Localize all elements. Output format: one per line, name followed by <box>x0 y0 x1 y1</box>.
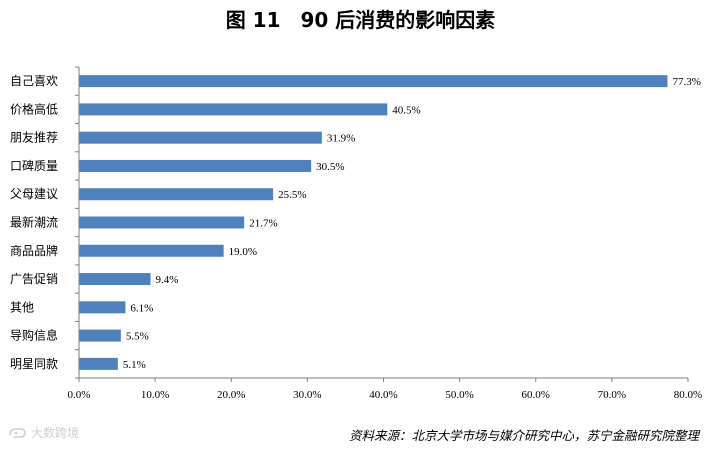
category-label: 价格高低 <box>10 101 58 116</box>
x-tick-label: 60.0% <box>522 389 550 401</box>
category-label: 自己喜欢 <box>10 73 58 88</box>
bars-group <box>79 75 668 370</box>
category-labels-group: 自己喜欢价格高低朋友推荐口碑质量父母建议最新潮流商品品牌广告促销其他导购信息明星… <box>10 73 58 371</box>
data-label: 6.1% <box>130 302 153 314</box>
data-label: 9.4% <box>156 274 179 286</box>
x-tick-label: 50.0% <box>445 389 473 401</box>
category-label: 商品品牌 <box>10 243 58 258</box>
data-label: 25.5% <box>278 189 306 201</box>
category-label: 最新潮流 <box>10 215 58 230</box>
bar <box>79 301 126 314</box>
x-tick-label: 70.0% <box>598 389 626 401</box>
watermark-text: 大数跨境 <box>31 426 80 440</box>
bar <box>79 131 322 144</box>
x-tick-label: 0.0% <box>68 389 91 401</box>
bar <box>79 357 118 370</box>
category-label: 明星同款 <box>10 357 58 371</box>
bar <box>79 329 121 342</box>
bar <box>79 159 312 172</box>
category-label: 导购信息 <box>10 328 58 343</box>
data-label: 40.5% <box>392 104 420 116</box>
data-label: 30.5% <box>316 161 344 173</box>
bar <box>79 273 151 286</box>
chart-title: 图 11 90 后消费的影响因素 <box>225 8 496 32</box>
data-label: 5.5% <box>126 331 149 343</box>
data-label: 77.3% <box>672 76 700 88</box>
source-note: 资料来源：北京大学市场与媒介研究中心，苏宁金融研究院整理 <box>348 428 699 443</box>
x-tick-label: 40.0% <box>369 389 397 401</box>
x-tick-label: 20.0% <box>217 389 245 401</box>
data-label: 5.1% <box>123 359 146 371</box>
data-label: 31.9% <box>327 133 355 145</box>
x-tick-label: 30.0% <box>293 389 321 401</box>
bar <box>79 244 224 257</box>
data-label: 19.0% <box>229 246 257 258</box>
category-label: 其他 <box>10 300 34 314</box>
bar <box>79 188 274 201</box>
category-label: 父母建议 <box>10 187 58 201</box>
watermark: 大数跨境 <box>8 424 79 441</box>
category-label: 口碑质量 <box>10 158 58 173</box>
watermark-logo-icon <box>9 427 26 438</box>
bar <box>79 216 245 229</box>
category-label: 广告促销 <box>10 272 58 286</box>
data-label: 21.7% <box>249 218 277 230</box>
x-tick-label: 10.0% <box>141 389 169 401</box>
category-label: 朋友推荐 <box>10 131 58 145</box>
x-tick-label: 80.0% <box>674 389 702 401</box>
axes-group <box>75 66 689 382</box>
data-labels-group: 77.3% 40.5% 31.9% 30.5% 25.5% 21.7% 19.0% 9.4% 6… <box>123 76 701 371</box>
x-tick-labels-group: 0.0% 10.0% 20.0% 30.0% 40.0% 50.0% 60.0% 70.0% 8… <box>68 389 703 401</box>
bar <box>79 75 668 88</box>
bar <box>79 103 388 116</box>
